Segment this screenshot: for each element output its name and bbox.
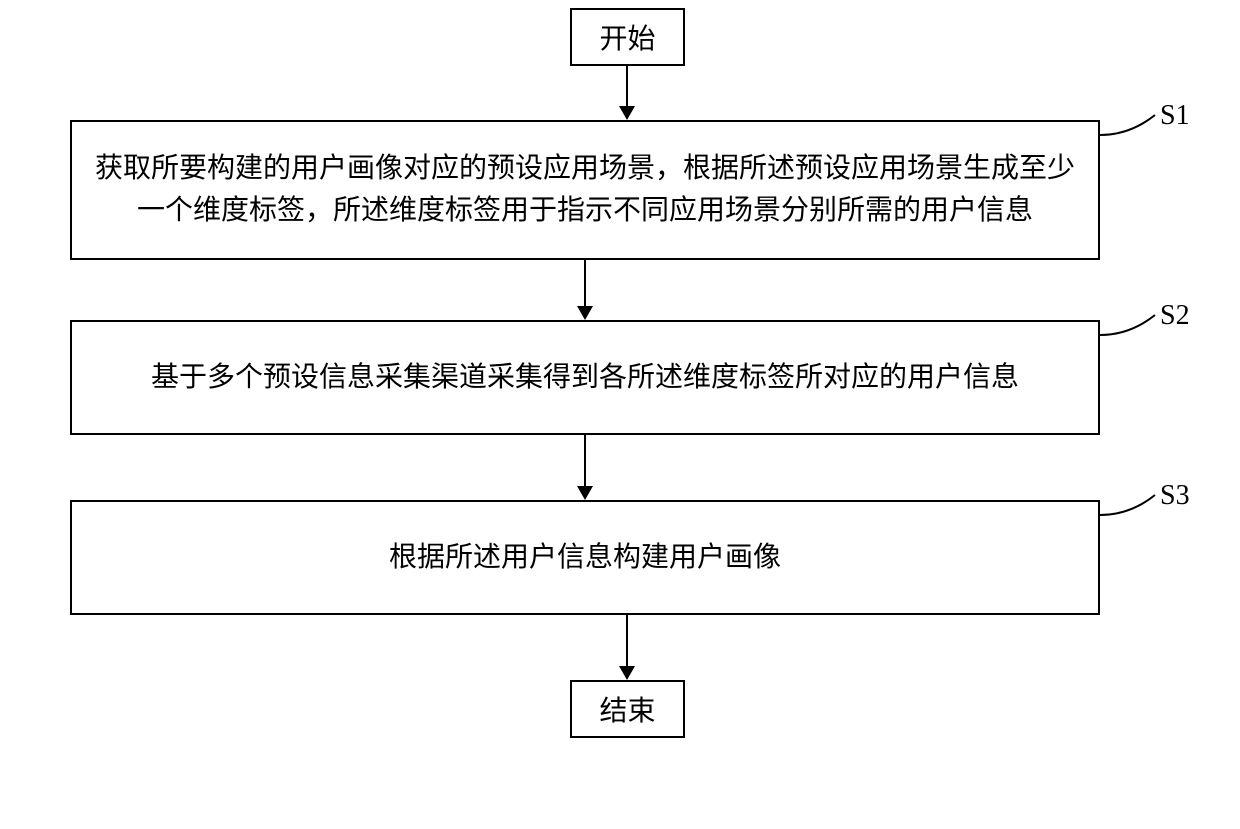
process-s2-node: 基于多个预设信息采集渠道采集得到各所述维度标签所对应的用户信息 xyxy=(70,320,1100,435)
arrow-start-s1 xyxy=(617,66,637,122)
flowchart-container: 开始 获取所要构建的用户画像对应的预设应用场景，根据所述预设应用场景生成至少一个… xyxy=(0,0,1240,829)
start-node: 开始 xyxy=(570,8,685,66)
process-s1-node: 获取所要构建的用户画像对应的预设应用场景，根据所述预设应用场景生成至少一个维度标… xyxy=(70,120,1100,260)
process-s3-node: 根据所述用户信息构建用户画像 xyxy=(70,500,1100,615)
start-label: 开始 xyxy=(599,17,655,57)
process-s2-text: 基于多个预设信息采集渠道采集得到各所述维度标签所对应的用户信息 xyxy=(151,357,1019,399)
end-node: 结束 xyxy=(570,680,685,738)
step-label-s2: S2 xyxy=(1160,300,1190,332)
step-label-s3: S3 xyxy=(1160,480,1190,512)
label-connector-s1 xyxy=(1100,100,1160,150)
arrow-s1-s2 xyxy=(575,260,595,322)
label-connector-s2 xyxy=(1100,300,1160,350)
process-s1-text: 获取所要构建的用户画像对应的预设应用场景，根据所述预设应用场景生成至少一个维度标… xyxy=(92,148,1078,232)
label-connector-s3 xyxy=(1100,480,1160,530)
process-s3-text: 根据所述用户信息构建用户画像 xyxy=(389,537,781,579)
arrow-s2-s3 xyxy=(575,435,595,502)
end-label: 结束 xyxy=(599,689,655,729)
step-label-s1: S1 xyxy=(1160,100,1190,132)
arrow-s3-end xyxy=(617,615,637,682)
